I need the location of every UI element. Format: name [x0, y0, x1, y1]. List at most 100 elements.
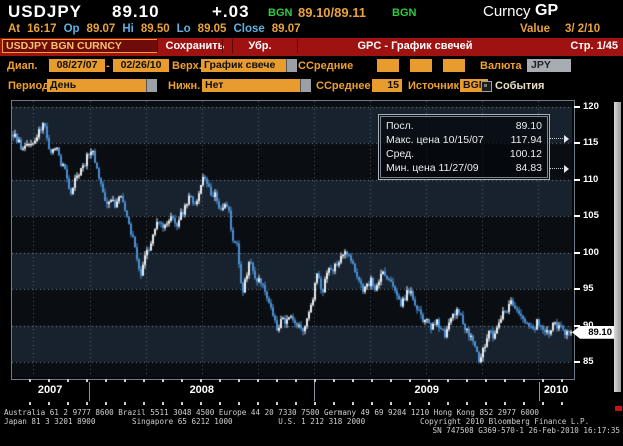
price-change: +.03	[212, 2, 250, 21]
period-value: День	[50, 79, 77, 91]
close-value: 89.07	[271, 23, 301, 35]
price-axis-label: 85	[583, 356, 594, 368]
low-value: 89.05	[197, 23, 227, 35]
month-ticks-top	[12, 379, 572, 382]
min-price-leader-line	[549, 165, 569, 173]
mavg2-input[interactable]: 15	[372, 79, 402, 92]
high-label: Hi	[122, 23, 134, 35]
max-price-leader-line	[549, 135, 569, 143]
upper-chart-value: График свече	[204, 59, 276, 71]
command-bar: USDJPY BGN CURNCY Сохранить Убр. GPC - Г…	[0, 38, 623, 56]
lower-chart-select[interactable]: Нет	[202, 79, 311, 92]
mavg-input-2[interactable]	[410, 59, 432, 72]
screen-code: GP	[535, 2, 559, 19]
dropdown-arrow-icon[interactable]	[286, 59, 297, 72]
lower-chart-label: Нижн.	[168, 80, 201, 92]
save-button[interactable]: Сохранить	[157, 39, 233, 53]
pricing-source-badge-2: BGN	[392, 7, 417, 19]
ohlc-values: At 16:17 Op 89.07 Hi 89.50 Lo 89.05 Clos…	[8, 23, 301, 35]
month-ticks-bottom	[12, 402, 572, 405]
stat-label: Сред.	[386, 147, 415, 160]
price-axis-tick	[574, 178, 580, 181]
mavg-input-1[interactable]	[377, 59, 399, 72]
last-price-tag: 89.10	[572, 325, 615, 339]
stats-row-last: Посл. 89.10	[386, 120, 542, 133]
price-axis-tick	[574, 361, 580, 364]
upper-chart-select[interactable]: График свече	[201, 59, 297, 72]
price-axis-tick	[574, 288, 580, 291]
stats-row-avg: Сред. 100.12	[386, 148, 542, 161]
events-label: События	[495, 80, 545, 92]
footer-contact-line-1: Australia 61 2 9777 8600 Brazil 5511 304…	[4, 408, 539, 417]
upper-chart-label: Верх.	[172, 60, 202, 72]
year-axis-divider	[314, 382, 316, 401]
stats-row-max: Макс. цена 10/15/07 117.94	[386, 134, 542, 147]
page-indicator[interactable]: Стр. 1/45	[570, 40, 618, 52]
bid-ask: 89.10/89.11	[298, 5, 366, 20]
stats-legend-rows: Посл. 89.10 Макс. цена 10/15/07 117.94 С…	[380, 116, 548, 178]
screen-label: Curncy	[483, 3, 531, 20]
year-axis-divider	[89, 382, 91, 401]
year-axis: 2007 2008 2009 2010	[11, 382, 573, 401]
price-axis-label: 115	[583, 137, 599, 149]
footer-serial-line: SN 747508 G369-570-1 26-Feb-2010 16:17:3…	[432, 426, 620, 435]
stat-label: Макс. цена 10/15/07	[386, 133, 484, 146]
at-label: At	[8, 23, 21, 35]
lower-chart-value: Нет	[205, 79, 224, 91]
controls-row-2: Период День Нижн. Нет ССреднее 15 Источн…	[0, 76, 623, 96]
stat-label: Мин. цена 11/27/09	[386, 161, 479, 174]
range-from-input[interactable]: 08/27/07	[49, 59, 105, 72]
stats-legend-box: Посл. 89.10 Макс. цена 10/15/07 117.94 С…	[378, 114, 550, 180]
remove-button[interactable]: Убр.	[222, 39, 298, 53]
range-to-input[interactable]: 02/26/10	[113, 59, 169, 72]
year-axis-label: 2008	[189, 384, 215, 396]
pricing-source-badge: BGN	[268, 7, 293, 19]
footer: Australia 61 2 9777 8600 Brazil 5511 304…	[0, 405, 623, 446]
year-axis-label: 2009	[414, 384, 440, 396]
last-price: 89.10	[112, 2, 160, 21]
events-checkbox[interactable]	[481, 81, 492, 92]
price-axis-label: 105	[583, 210, 599, 222]
vertical-scrollbar[interactable]	[614, 102, 621, 392]
price-axis-label: 110	[583, 173, 599, 185]
ohlc-row: At 16:17 Op 89.07 Hi 89.50 Lo 89.05 Clos…	[0, 22, 623, 38]
price-axis-tick	[574, 215, 580, 218]
chart-area: 2007 2008 2009 2010 89.10 Посл. 89.10 Макс.…	[0, 96, 623, 405]
ticker-symbol: USDJPY	[8, 2, 83, 21]
range-label: Диап.	[7, 60, 38, 72]
high-value: 89.50	[140, 23, 170, 35]
year-axis-divider	[539, 382, 541, 401]
year-axis-label: 2010	[543, 384, 569, 396]
currency-select[interactable]: JPY	[527, 59, 571, 72]
stat-value: 100.12	[509, 147, 542, 160]
currency-label: Валюта	[480, 60, 522, 72]
price-axis-label: 90	[583, 319, 594, 331]
security-input[interactable]: USDJPY BGN CURNCY	[2, 39, 158, 53]
close-label: Close	[233, 23, 265, 35]
low-label: Lo	[176, 23, 191, 35]
period-label: Период	[8, 80, 50, 92]
price-axis-tick	[574, 324, 580, 327]
dropdown-arrow-icon[interactable]	[300, 79, 311, 92]
mavg2-label: ССреднее	[316, 80, 371, 92]
header-ticker-row: USDJPY 89.10 +.03 BGN 89.10/89.11 BGN Cu…	[0, 0, 623, 22]
mavg-input-3[interactable]	[443, 59, 465, 72]
status-indicator	[615, 406, 622, 411]
dropdown-arrow-icon[interactable]	[146, 79, 157, 92]
period-select[interactable]: День	[47, 79, 157, 92]
stat-value: 84.83	[515, 161, 542, 174]
controls-row-1: Диап. 08/27/07 - 02/26/10 Верх. График с…	[0, 56, 623, 76]
price-axis-label: 100	[583, 246, 599, 258]
screen-title: GPC - График свечей	[357, 40, 473, 52]
price-axis-tick	[574, 106, 580, 108]
stat-value: 89.10	[515, 119, 542, 132]
price-axis-tick	[574, 251, 580, 254]
source-label: Источник	[408, 80, 460, 92]
range-separator: -	[106, 60, 110, 72]
footer-contact-line-2: Japan 81 3 3201 8900 Singapore 65 6212 1…	[4, 417, 590, 426]
open-value: 89.07	[86, 23, 116, 35]
value-date: 3/ 2/10	[565, 23, 601, 35]
price-axis-tick	[574, 142, 580, 145]
price-axis-label: 95	[583, 283, 594, 295]
stats-row-min: Мин. цена 11/27/09 84.83	[386, 162, 542, 175]
